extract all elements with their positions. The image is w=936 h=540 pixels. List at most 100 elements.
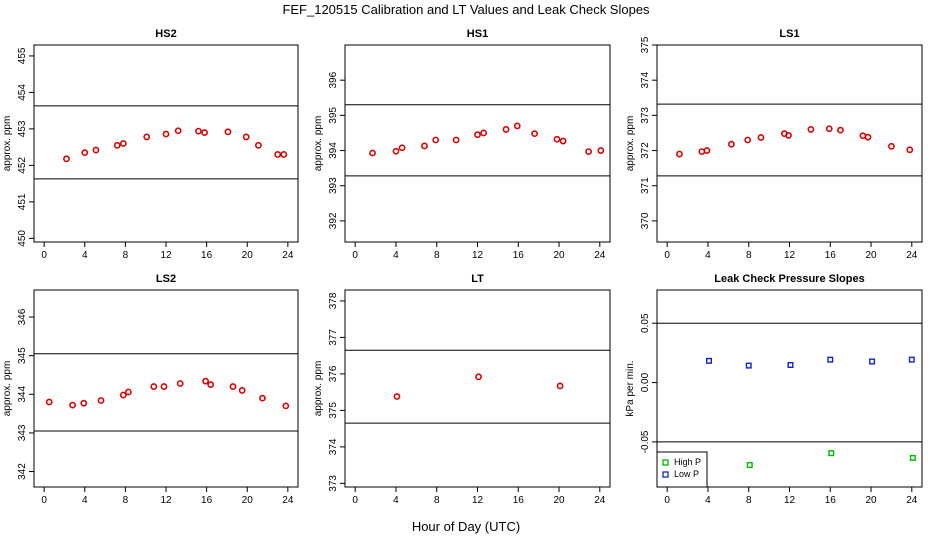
- x-tick-label: 16: [825, 250, 837, 261]
- x-tick-label: 4: [705, 250, 711, 261]
- panel-leak-check: Leak Check Pressure Slopes kPa per min. 0 4…: [625, 273, 923, 506]
- legend-swatch: [662, 459, 669, 466]
- x-tick-label: 4: [393, 495, 399, 506]
- data-point: [705, 357, 712, 364]
- data-point: [553, 135, 561, 143]
- data-point: [531, 130, 538, 138]
- data-point: [174, 127, 182, 135]
- x-tick-label: 4: [705, 495, 711, 506]
- panel-title: HS1: [467, 28, 488, 40]
- data-point: [556, 382, 564, 390]
- y-tick-label: 393: [328, 177, 339, 194]
- x-tick-label: 12: [472, 495, 484, 506]
- x-tick-label: 0: [41, 495, 47, 506]
- x-tick-label: 0: [41, 250, 47, 261]
- data-point: [143, 133, 151, 141]
- x-tick-label: 24: [594, 495, 606, 506]
- data-point: [254, 141, 262, 149]
- data-point: [432, 136, 440, 144]
- panel-lt: LT approx. ppm 0 4 8 12 16 20 24 373 374 375 376 377 3…: [313, 273, 611, 506]
- data-point: [63, 155, 70, 163]
- data-point: [81, 149, 89, 157]
- x-tick-label: 8: [123, 250, 129, 261]
- data-point: [745, 362, 752, 369]
- data-point: [908, 356, 915, 363]
- x-tick-label: 20: [553, 495, 565, 506]
- data-point: [807, 126, 815, 133]
- data-point: [597, 147, 605, 154]
- x-tick-label: 24: [282, 250, 294, 261]
- plot-frame: [656, 44, 923, 243]
- y-tick-label: 396: [328, 71, 339, 88]
- x-tick-label: 4: [82, 495, 88, 506]
- panel-title: LT: [471, 273, 484, 285]
- data-point: [906, 146, 914, 154]
- data-point: [202, 377, 209, 385]
- panel-ls2: LS2 approx. ppm 0 4 8 12 16 20 24 342 343 344 345 346: [2, 273, 299, 506]
- data-point: [207, 381, 215, 389]
- data-point: [113, 141, 121, 149]
- data-point: [728, 140, 735, 148]
- x-tick-label: 4: [393, 250, 399, 261]
- x-tick-label: 8: [746, 250, 752, 261]
- data-point: [176, 380, 184, 387]
- data-point: [559, 137, 567, 145]
- x-tick-label: 16: [201, 250, 213, 261]
- panel-title: LS1: [779, 28, 799, 40]
- data-point: [421, 142, 428, 150]
- y-tick-label: 345: [17, 347, 28, 364]
- data-point: [69, 401, 76, 409]
- data-point: [160, 383, 168, 390]
- data-point: [502, 126, 510, 133]
- y-tick-label: 372: [640, 142, 651, 159]
- x-tick-label: 0: [352, 250, 358, 261]
- data-point: [369, 149, 376, 157]
- panel-title: Leak Check Pressure Slopes: [714, 273, 864, 285]
- y-tick-label: 376: [328, 365, 339, 382]
- x-tick-label: 16: [825, 495, 837, 506]
- data-point: [744, 136, 752, 144]
- data-point: [888, 142, 895, 150]
- data-point: [513, 122, 521, 130]
- data-point: [757, 134, 765, 141]
- panel-ls1: LS1 approx. ppm 0 4 8 12 16 20 24 370 371 372 373 374…: [625, 28, 923, 261]
- y-tick-label: 395: [328, 107, 339, 124]
- y-tick-label: 453: [17, 120, 28, 137]
- y-tick-label: 373: [640, 107, 651, 124]
- y-tick-label: 374: [640, 71, 651, 88]
- y-axis-label: approx. ppm: [313, 116, 324, 172]
- data-point: [676, 150, 683, 158]
- x-tick-label: 20: [553, 250, 565, 261]
- x-tick-label: 0: [664, 495, 670, 506]
- y-tick-label: 373: [328, 475, 339, 492]
- x-tick-label: 20: [865, 250, 877, 261]
- x-tick-label: 0: [352, 495, 358, 506]
- data-point: [282, 402, 290, 410]
- y-tick-label: 451: [17, 193, 28, 210]
- data-point: [825, 125, 833, 133]
- data-point: [703, 147, 711, 154]
- data-point: [150, 383, 158, 390]
- data-point: [274, 151, 282, 158]
- x-tick-label: 24: [906, 250, 918, 261]
- x-tick-label: 12: [160, 495, 172, 506]
- data-point: [746, 462, 753, 469]
- data-point: [785, 132, 792, 139]
- panel-hs2: HS2 approx. ppm 0 4 8 12 16 20 24 450 451 452 453 454…: [2, 28, 299, 261]
- data-point: [828, 450, 835, 457]
- x-tick-label: 16: [513, 495, 525, 506]
- data-point: [909, 454, 916, 461]
- y-tick-label: -0.05: [640, 430, 651, 453]
- legend-label: Low P: [674, 469, 699, 479]
- x-tick-label: 4: [82, 250, 88, 261]
- x-tick-label: 12: [472, 250, 484, 261]
- data-point: [452, 136, 460, 144]
- data-point: [242, 133, 250, 141]
- x-tick-label: 16: [513, 250, 525, 261]
- plot-frame: [344, 289, 611, 488]
- data-point: [119, 391, 127, 399]
- data-point: [119, 140, 127, 147]
- y-tick-label: 0.00: [640, 372, 651, 392]
- panel-title: HS2: [155, 28, 176, 40]
